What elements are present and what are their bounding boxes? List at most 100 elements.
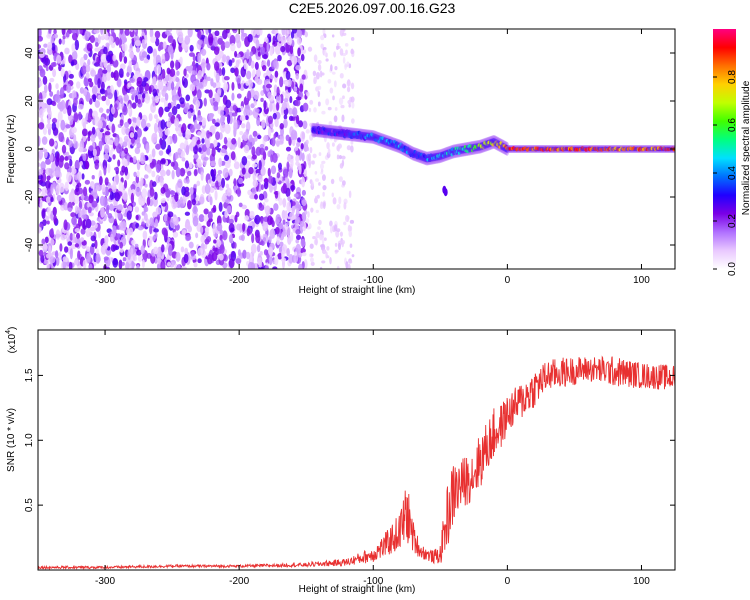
heatmap-cell: [140, 177, 144, 186]
heatmap-cell: [267, 167, 271, 177]
svg-text:(x104): (x104): [5, 327, 18, 354]
heatmap-cell: [81, 173, 85, 180]
heatmap-cell: [286, 161, 290, 169]
heatmap-cell: [197, 258, 202, 264]
heatmap-cell: [329, 87, 334, 94]
heatmap-cell: [236, 187, 241, 198]
heatmap-cell: [261, 64, 267, 72]
heatmap-cell: [231, 137, 237, 145]
heatmap-cell: [309, 99, 314, 105]
heatmap-cell: [140, 154, 146, 165]
heatmap-cell: [169, 190, 176, 195]
heatmap-cell: [49, 153, 54, 163]
heatmap-cell: [292, 107, 298, 117]
heatmap-cell: [203, 214, 209, 222]
heatmap-cell: [226, 205, 232, 214]
heatmap-cell: [112, 54, 117, 62]
heatmap-cell: [187, 65, 192, 74]
heatmap-cell: [91, 200, 98, 208]
heatmap-cell: [132, 117, 138, 124]
heatmap-cell: [248, 134, 253, 143]
heatmap-cell: [124, 179, 128, 189]
heatmap-cell: [101, 95, 107, 102]
heatmap-cell: [260, 97, 264, 103]
heatmap-cell: [209, 186, 215, 193]
heatmap-cell: [248, 222, 253, 227]
heatmap-cell: [143, 213, 148, 221]
heatmap-cell: [243, 108, 249, 117]
heatmap-cell: [295, 228, 301, 235]
heatmap-cell: [134, 243, 139, 248]
heatmap-cell: [277, 253, 283, 260]
heatmap-cell: [348, 263, 351, 269]
heatmap-cell: [318, 182, 321, 186]
heatmap-cell: [305, 146, 310, 152]
heatmap-cell: [51, 42, 56, 51]
heatmap-cell: [349, 219, 355, 224]
heatmap-cell: [311, 253, 314, 257]
heatmap-cell: [144, 183, 148, 188]
heatmap-cell: [195, 103, 199, 112]
heatmap-cell: [343, 202, 347, 210]
heatmap-cell: [250, 243, 257, 254]
heatmap-cell: [180, 246, 185, 253]
heatmap-cell: [263, 249, 268, 256]
heatmap-cell: [171, 105, 178, 116]
heatmap-cell: [313, 107, 317, 113]
heatmap-cell: [148, 113, 153, 122]
heatmap-cell: [155, 207, 162, 215]
heatmap-cell: [198, 214, 205, 223]
heatmap-cell: [190, 251, 195, 257]
y-tick-label: 0: [24, 146, 35, 152]
heatmap-cell: [287, 154, 291, 162]
heatmap-cell: [344, 63, 347, 71]
heatmap-cell: [74, 159, 80, 171]
heatmap-cell: [115, 36, 120, 46]
heatmap-cell: [280, 36, 287, 44]
heatmap-cell: [45, 180, 51, 190]
heatmap-cell: [90, 235, 97, 242]
heatmap-cell: [105, 98, 111, 106]
heatmap-cell: [302, 120, 308, 130]
heatmap-cell: [165, 74, 170, 82]
heatmap-cell: [91, 243, 96, 248]
heatmap-cell: [260, 184, 264, 191]
heatmap-cell: [126, 210, 132, 220]
heatmap-cell: [290, 129, 297, 140]
heatmap-cell: [279, 222, 284, 229]
heatmap-cell: [59, 243, 63, 252]
heatmap-cell: [204, 226, 210, 233]
heatmap-cell: [196, 115, 203, 122]
heatmap-cell: [351, 254, 355, 258]
heatmap-cell: [42, 219, 47, 226]
heatmap-cell: [43, 244, 48, 250]
heatmap-cell: [49, 77, 55, 83]
heatmap-cell: [149, 217, 154, 227]
heatmap-cell: [64, 162, 70, 170]
colorbar-label: Normalized spectral amplitude: [741, 80, 750, 215]
heatmap-cell: [309, 122, 314, 127]
heatmap-cell: [94, 162, 99, 170]
heatmap-cell: [323, 134, 327, 143]
heatmap-cell: [350, 82, 355, 90]
heatmap-cell: [93, 29, 100, 34]
heatmap-cell: [289, 45, 294, 55]
heatmap-cell: [249, 210, 255, 219]
heatmap-cell: [73, 194, 80, 205]
heatmap-cell: [88, 78, 92, 83]
heatmap-cell: [50, 238, 55, 246]
heatmap-cell: [164, 30, 170, 35]
heatmap-cell: [176, 70, 180, 76]
heatmap-cell: [74, 243, 80, 248]
heatmap-cell: [252, 179, 259, 188]
x-tick-label: 100: [633, 275, 650, 286]
heatmap-cell: [319, 163, 324, 170]
heatmap-cell: [279, 123, 284, 130]
heatmap-cell: [321, 72, 325, 76]
heatmap-cell: [185, 144, 190, 156]
heatmap-cell: [47, 117, 51, 125]
heatmap-cell: [341, 180, 346, 186]
heatmap-cell: [87, 112, 91, 124]
heatmap-cell: [258, 204, 265, 211]
heatmap-cell: [211, 118, 216, 124]
